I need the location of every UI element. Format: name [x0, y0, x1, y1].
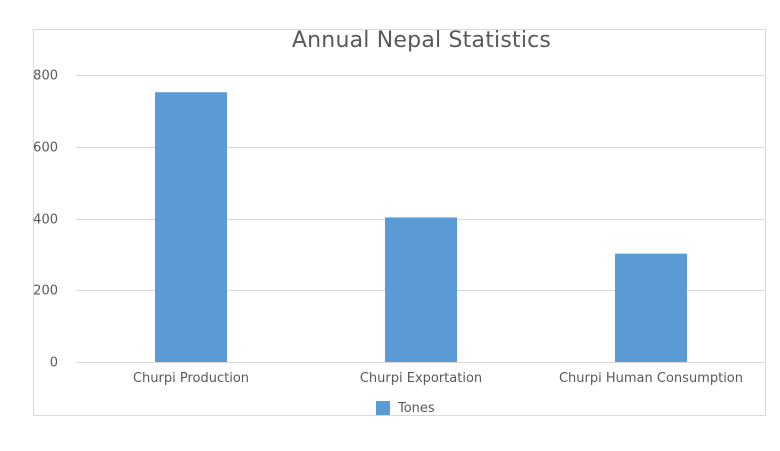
y-tick-label: 800 — [33, 69, 58, 84]
y-tick-label: 200 — [33, 284, 58, 299]
bar-churpi-human-consumption — [615, 253, 687, 362]
bar-churpi-production — [155, 92, 227, 362]
y-tick-label: 0 — [50, 356, 58, 371]
x-tick-label: Churpi Production — [133, 371, 249, 386]
bars — [155, 92, 687, 362]
x-tick-label: Churpi Human Consumption — [559, 371, 743, 386]
legend: Tones — [376, 400, 435, 416]
y-tick-label: 600 — [33, 141, 58, 156]
bar-churpi-exportation — [385, 217, 457, 362]
y-axis-tick-labels: 0 200 400 600 800 — [33, 69, 58, 371]
legend-label-tones: Tones — [398, 400, 435, 416]
y-tick-label: 400 — [33, 213, 58, 228]
x-axis-tick-labels: Churpi Production Churpi Exportation Churp… — [133, 371, 743, 386]
chart-title: Annual Nepal Statistics — [291, 28, 552, 53]
legend-swatch-tones — [376, 401, 390, 415]
x-tick-label: Churpi Exportation — [360, 371, 482, 386]
